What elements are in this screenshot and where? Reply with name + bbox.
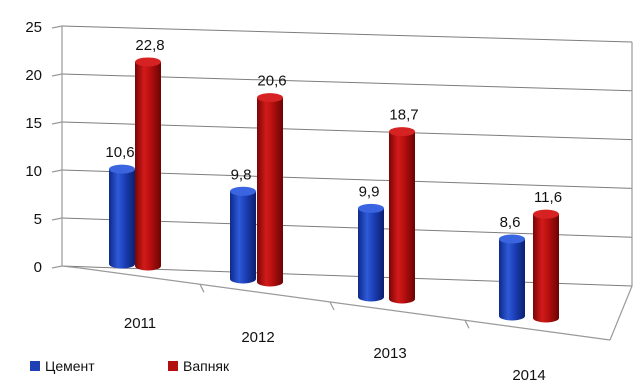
data-label: 11,6 [534, 189, 562, 206]
y-tick-label: 25 [25, 19, 42, 36]
y-tick-label: 10 [25, 163, 42, 180]
y-tick-label: 5 [34, 211, 42, 228]
x-tick-label: 2011 [124, 315, 156, 332]
floor-right-edge [609, 285, 633, 341]
legend-label: Вапняк [183, 358, 230, 374]
bar-body [230, 191, 256, 284]
data-label: 9,8 [231, 166, 252, 183]
y-tick-mark-5 [51, 217, 63, 221]
bar-limestone-2013 [389, 127, 415, 304]
bar-top [109, 164, 135, 174]
bar-limestone-2011 [135, 57, 161, 271]
floor-front-edge [79, 267, 611, 341]
bar-body [257, 97, 283, 287]
bar-cement-2013 [358, 203, 384, 302]
bar-cement-2012 [230, 186, 256, 284]
x-tick-label: 2013 [373, 345, 406, 362]
bar-limestone-2012 [257, 93, 283, 287]
bar-top [257, 93, 283, 103]
y-axis: 0 5 10 15 20 25 [25, 19, 633, 341]
bar-top [389, 127, 415, 137]
data-label: 9,9 [359, 183, 380, 200]
y-tick-label: 15 [25, 115, 42, 132]
bar-top [358, 203, 384, 213]
bar-body [109, 169, 135, 269]
data-labels: 10,6 22,8 9,8 20,6 9,9 18,7 8,6 11,6 [105, 37, 562, 231]
x-tick-mark [329, 301, 335, 311]
bar-top [230, 186, 256, 196]
bar-limestone-2014 [533, 209, 559, 323]
y-tick-mark-25 [51, 25, 63, 29]
bar-cement-2014 [499, 234, 525, 321]
legend-swatch [168, 361, 178, 371]
y-tick-label: 0 [34, 259, 42, 276]
x-axis: 2011 2012 2013 2014 [124, 315, 546, 381]
y-tick-mark-0 [51, 265, 63, 269]
legend: Цемент Вапняк [30, 358, 230, 374]
x-tick-label: 2014 [512, 367, 545, 381]
bar-body [389, 131, 415, 304]
bars [109, 57, 559, 323]
legend-item-limestone: Вапняк [168, 358, 230, 374]
data-label: 22,8 [135, 37, 164, 54]
bar-body [358, 208, 384, 302]
data-label: 18,7 [389, 107, 418, 124]
y-tick-label: 20 [25, 67, 42, 84]
bar-top [533, 209, 559, 219]
bar-top [499, 234, 525, 244]
bar-top [135, 57, 161, 67]
legend-label: Цемент [45, 358, 95, 374]
bar-body [533, 214, 559, 323]
bar-body [135, 61, 161, 271]
y-tick-mark-10 [51, 169, 63, 173]
y-tick-mark-15 [51, 121, 63, 125]
legend-item-cement: Цемент [30, 358, 95, 374]
data-label: 8,6 [500, 214, 521, 231]
x-tick-label: 2012 [241, 329, 274, 346]
x-tick-mark [464, 320, 470, 329]
y-tick-mark-20 [51, 73, 63, 77]
x-tick-mark [199, 284, 205, 293]
bar-cement-2011 [109, 164, 135, 269]
data-label: 10,6 [105, 144, 134, 161]
floor-left-edge [61, 265, 81, 269]
legend-swatch [30, 361, 40, 371]
gridline-25 [61, 25, 633, 43]
data-label: 20,6 [257, 73, 286, 90]
bar-body [499, 239, 525, 321]
